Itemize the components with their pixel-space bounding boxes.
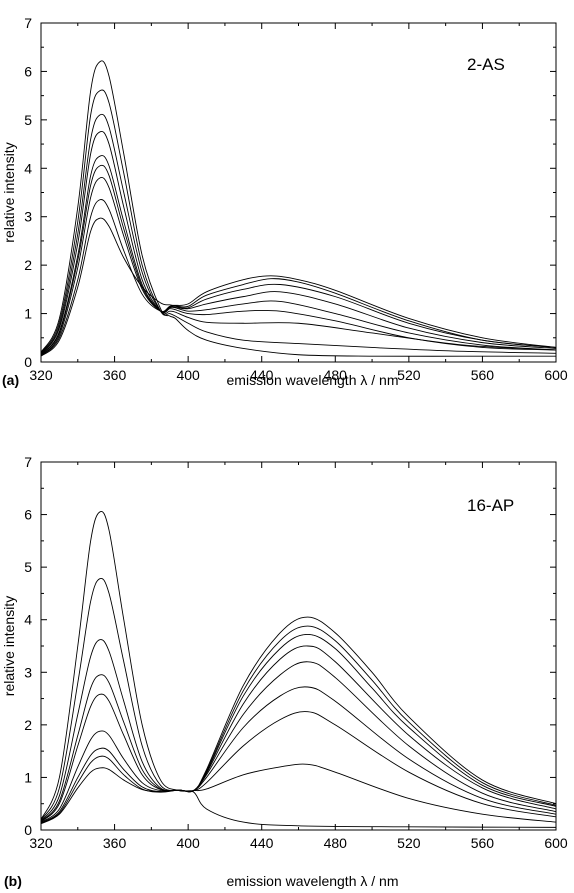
series-line-9 xyxy=(40,217,557,357)
y-tick-label: 7 xyxy=(24,454,32,470)
series-line-5 xyxy=(40,155,557,355)
x-tick-label: 600 xyxy=(544,835,568,851)
series-line-5 xyxy=(40,661,557,822)
x-tick-label: 320 xyxy=(29,835,53,851)
series-line-1 xyxy=(40,511,557,828)
x-tick-label: 400 xyxy=(176,835,200,851)
x-tick-label: 440 xyxy=(250,367,274,383)
sample-annotation: 2-AS xyxy=(467,55,505,74)
chart-panel-a: 320 360 400 440 480 520 560 600 0 1 2 3 4 5 6 7 2-AS emis… xyxy=(1,15,568,388)
x-tick-label: 400 xyxy=(176,367,200,383)
panel-label: (a) xyxy=(2,372,19,388)
y-tick-label: 1 xyxy=(24,769,32,785)
y-tick-label: 0 xyxy=(24,822,32,838)
series-line-3 xyxy=(40,639,557,821)
plot-frame xyxy=(40,461,557,831)
y-tick-label: 7 xyxy=(24,15,32,31)
y-axis-title: relative intensity xyxy=(1,596,17,696)
y-tick-label: 2 xyxy=(24,257,32,273)
y-tick-label: 1 xyxy=(24,306,32,322)
series-line-4 xyxy=(40,674,557,822)
x-tick-label: 480 xyxy=(324,835,348,851)
y-tick-label: 3 xyxy=(24,209,32,225)
y-tick-label: 5 xyxy=(24,559,32,575)
series-line-7 xyxy=(40,176,557,356)
x-tick-label: 360 xyxy=(103,367,127,383)
series-line-6 xyxy=(40,645,557,823)
x-tick-label: 360 xyxy=(103,835,127,851)
sample-annotation: 16-AP xyxy=(467,496,514,515)
y-tick-label: 0 xyxy=(24,354,32,370)
series-line-7 xyxy=(40,633,557,824)
series-line-8 xyxy=(40,625,557,824)
series-line-2 xyxy=(40,89,557,354)
y-tick-label: 6 xyxy=(24,63,32,79)
series-line-4 xyxy=(40,130,557,355)
series-line-3 xyxy=(40,113,557,354)
panel-label: (b) xyxy=(4,873,22,889)
x-tick-label: 520 xyxy=(397,835,421,851)
y-tick-label: 6 xyxy=(24,507,32,523)
y-tick-label: 5 xyxy=(24,112,32,128)
y-axis-title: relative intensity xyxy=(1,142,17,242)
x-tick-label: 480 xyxy=(324,367,348,383)
y-tick-label: 4 xyxy=(24,160,32,176)
y-tick-label: 4 xyxy=(24,612,32,628)
chart-panel-b: 320 360 400 440 480 520 560 600 0 1 2 3 4 5 6 7 16-AP emi… xyxy=(1,454,568,889)
x-tick-label: 560 xyxy=(471,367,495,383)
x-tick-label: 440 xyxy=(250,835,274,851)
x-tick-label: 560 xyxy=(471,835,495,851)
x-axis-title: emission wavelength λ / nm xyxy=(227,873,399,889)
x-axis-title: emission wavelength λ / nm xyxy=(227,372,399,388)
y-tick-label: 2 xyxy=(24,717,32,733)
series-line-8 xyxy=(40,199,557,357)
y-tick-label: 3 xyxy=(24,664,32,680)
x-tick-label: 600 xyxy=(544,367,568,383)
x-tick-label: 520 xyxy=(397,367,421,383)
x-tick-label: 320 xyxy=(29,367,53,383)
series-line-9 xyxy=(40,616,557,825)
series-line-6 xyxy=(40,164,557,356)
